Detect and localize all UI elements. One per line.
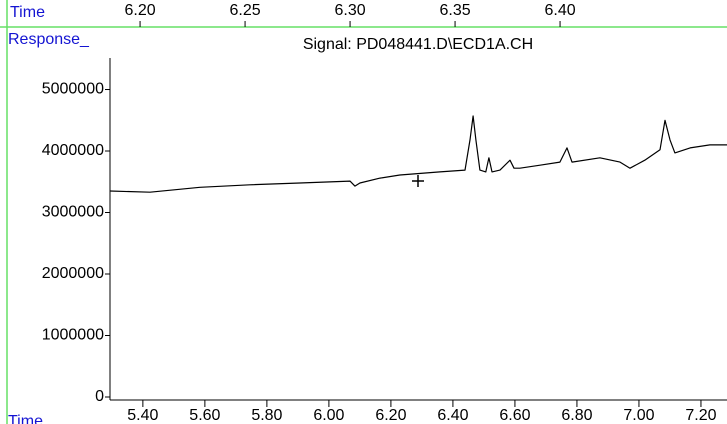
y-tick-label: 1000000 — [42, 327, 104, 344]
x-tick-label: 6.60 — [499, 407, 530, 424]
cursor-marker — [412, 175, 424, 187]
x-axis-label: Time — [8, 413, 43, 424]
top-tick-label: 6.25 — [229, 2, 260, 19]
x-tick-label: 6.80 — [561, 407, 592, 424]
signal-trace — [109, 115, 727, 193]
top-tick-label: 6.40 — [544, 2, 575, 19]
y-tick-label: 4000000 — [42, 142, 104, 159]
x-tick-label: 5.80 — [251, 407, 282, 424]
y-tick-label: 2000000 — [42, 265, 104, 282]
top-axis-label: Time — [10, 4, 45, 21]
x-tick-label: 6.20 — [375, 407, 406, 424]
chart-title: Signal: PD048441.D\ECD1A.CH — [303, 36, 533, 53]
y-tick-label: 0 — [95, 388, 104, 405]
x-tick-label: 7.20 — [685, 407, 716, 424]
top-tick-label: 6.20 — [124, 2, 155, 19]
x-tick-label: 6.00 — [313, 407, 344, 424]
y-tick-label: 5000000 — [42, 81, 104, 98]
y-axis-label: Response_ — [8, 31, 90, 48]
top-tick-label: 6.35 — [439, 2, 470, 19]
x-tick-label: 5.60 — [189, 407, 220, 424]
top-tick-label: 6.30 — [334, 2, 365, 19]
x-tick-label: 5.40 — [127, 407, 158, 424]
y-tick-label: 3000000 — [42, 204, 104, 221]
x-tick-label: 6.40 — [437, 407, 468, 424]
x-tick-label: 7.00 — [623, 407, 654, 424]
